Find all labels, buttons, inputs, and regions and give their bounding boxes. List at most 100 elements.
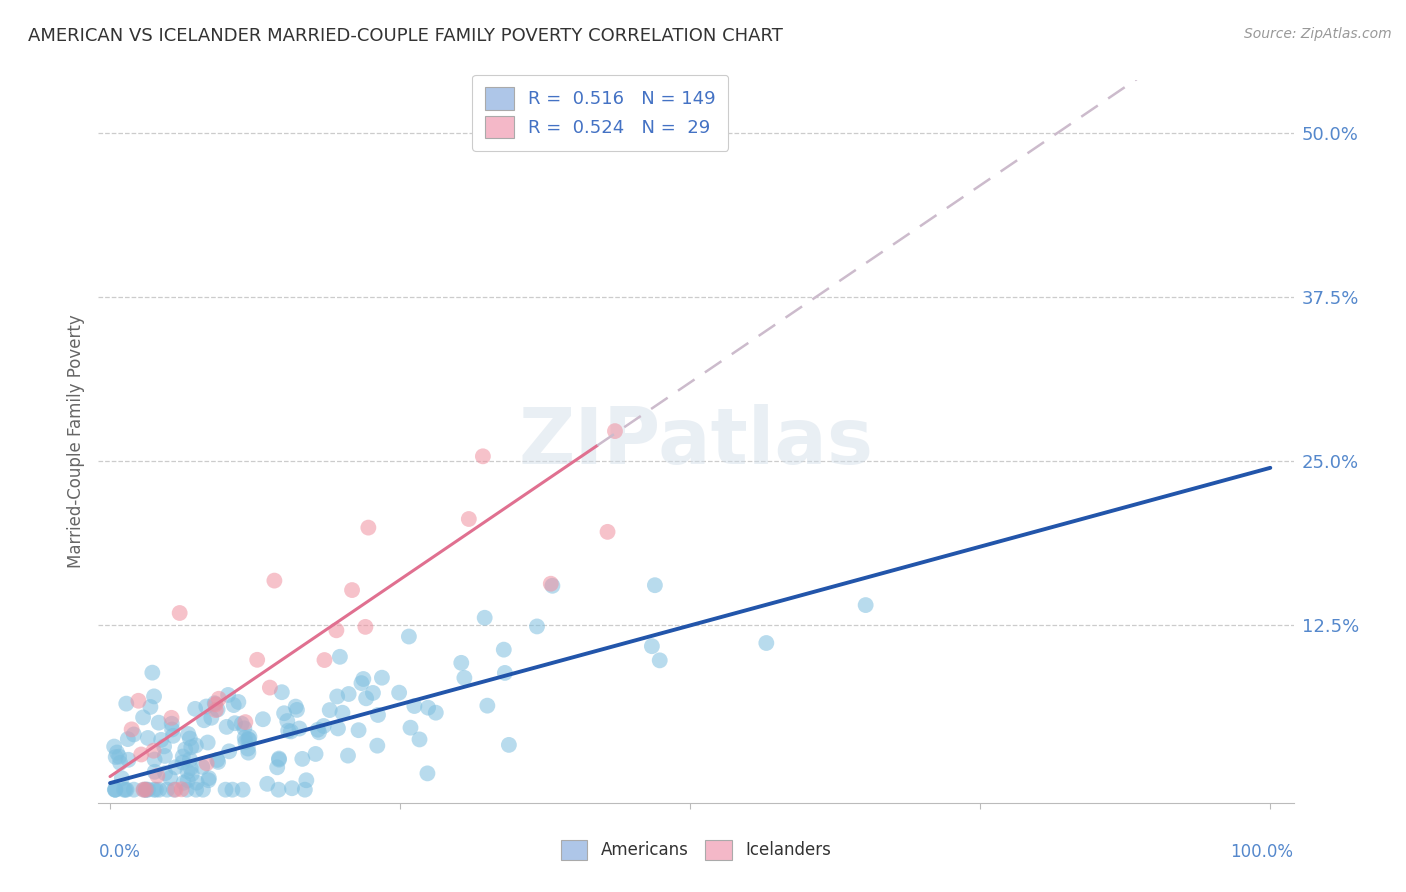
- Text: 100.0%: 100.0%: [1230, 843, 1294, 861]
- Americans: [180, 740, 202, 755]
- Americans: [416, 766, 439, 780]
- Americans: [117, 753, 139, 767]
- Americans: [104, 782, 127, 797]
- Americans: [172, 749, 194, 764]
- Americans: [160, 723, 183, 737]
- Icelanders: [471, 450, 494, 464]
- Americans: [416, 700, 439, 714]
- Americans: [176, 764, 198, 779]
- Americans: [492, 642, 515, 657]
- Americans: [217, 688, 239, 702]
- Icelanders: [263, 574, 285, 588]
- Americans: [399, 721, 422, 735]
- Americans: [136, 782, 159, 797]
- Americans: [177, 727, 200, 741]
- Americans: [180, 767, 202, 781]
- Americans: [200, 711, 222, 725]
- Icelanders: [457, 512, 479, 526]
- Americans: [233, 722, 256, 736]
- Icelanders: [204, 703, 226, 717]
- Icelanders: [146, 769, 169, 783]
- Icelanders: [259, 681, 281, 695]
- Americans: [162, 729, 184, 743]
- Americans: [408, 732, 430, 747]
- Americans: [143, 782, 166, 797]
- Americans: [163, 782, 186, 797]
- Americans: [148, 782, 170, 797]
- Americans: [218, 744, 240, 758]
- Americans: [477, 698, 499, 713]
- Americans: [541, 579, 564, 593]
- Icelanders: [540, 576, 562, 591]
- Americans: [295, 773, 318, 788]
- Americans: [273, 706, 295, 721]
- Americans: [160, 716, 183, 731]
- Americans: [308, 725, 330, 739]
- Americans: [326, 722, 349, 736]
- Americans: [115, 782, 138, 797]
- Text: AMERICAN VS ICELANDER MARRIED-COUPLE FAMILY POVERTY CORRELATION CHART: AMERICAN VS ICELANDER MARRIED-COUPLE FAM…: [28, 27, 783, 45]
- Americans: [143, 752, 166, 766]
- Americans: [337, 687, 360, 701]
- Text: Source: ZipAtlas.com: Source: ZipAtlas.com: [1244, 27, 1392, 41]
- Americans: [179, 752, 201, 766]
- Americans: [136, 731, 159, 745]
- Americans: [648, 653, 671, 667]
- Americans: [350, 676, 373, 690]
- Americans: [288, 722, 311, 736]
- Icelanders: [204, 698, 226, 712]
- Americans: [285, 703, 308, 717]
- Americans: [270, 685, 292, 699]
- Americans: [207, 702, 229, 716]
- Americans: [352, 672, 374, 686]
- Icelanders: [235, 715, 257, 730]
- Y-axis label: Married-Couple Family Poverty: Married-Couple Family Poverty: [66, 315, 84, 568]
- Americans: [494, 665, 516, 680]
- Americans: [108, 756, 131, 770]
- Icelanders: [160, 711, 183, 725]
- Americans: [135, 782, 157, 797]
- Americans: [276, 714, 298, 728]
- Americans: [197, 773, 219, 788]
- Americans: [337, 748, 360, 763]
- Legend: Americans, Icelanders: Americans, Icelanders: [554, 833, 838, 867]
- Icelanders: [129, 747, 152, 762]
- Americans: [238, 746, 260, 760]
- Icelanders: [603, 424, 626, 438]
- Icelanders: [340, 583, 363, 598]
- Icelanders: [314, 653, 336, 667]
- Americans: [143, 764, 166, 779]
- Americans: [238, 730, 260, 744]
- Americans: [139, 700, 162, 714]
- Icelanders: [354, 620, 377, 634]
- Americans: [103, 739, 125, 754]
- Americans: [425, 706, 447, 720]
- Americans: [104, 750, 127, 764]
- Americans: [233, 731, 256, 745]
- Americans: [193, 713, 215, 727]
- Americans: [526, 619, 548, 633]
- Americans: [104, 782, 127, 797]
- Americans: [179, 731, 201, 746]
- Americans: [267, 751, 290, 765]
- Americans: [224, 716, 246, 731]
- Americans: [222, 698, 245, 712]
- Icelanders: [170, 782, 193, 797]
- Americans: [236, 741, 259, 756]
- Americans: [294, 782, 316, 797]
- Americans: [191, 760, 214, 774]
- Americans: [755, 636, 778, 650]
- Americans: [332, 706, 354, 720]
- Americans: [108, 749, 131, 764]
- Americans: [498, 738, 520, 752]
- Americans: [404, 699, 426, 714]
- Icelanders: [195, 756, 218, 771]
- Americans: [232, 782, 254, 797]
- Americans: [267, 753, 290, 767]
- Americans: [204, 696, 226, 710]
- Icelanders: [142, 744, 165, 758]
- Americans: [150, 732, 173, 747]
- Americans: [174, 742, 197, 756]
- Icelanders: [127, 694, 149, 708]
- Americans: [474, 611, 496, 625]
